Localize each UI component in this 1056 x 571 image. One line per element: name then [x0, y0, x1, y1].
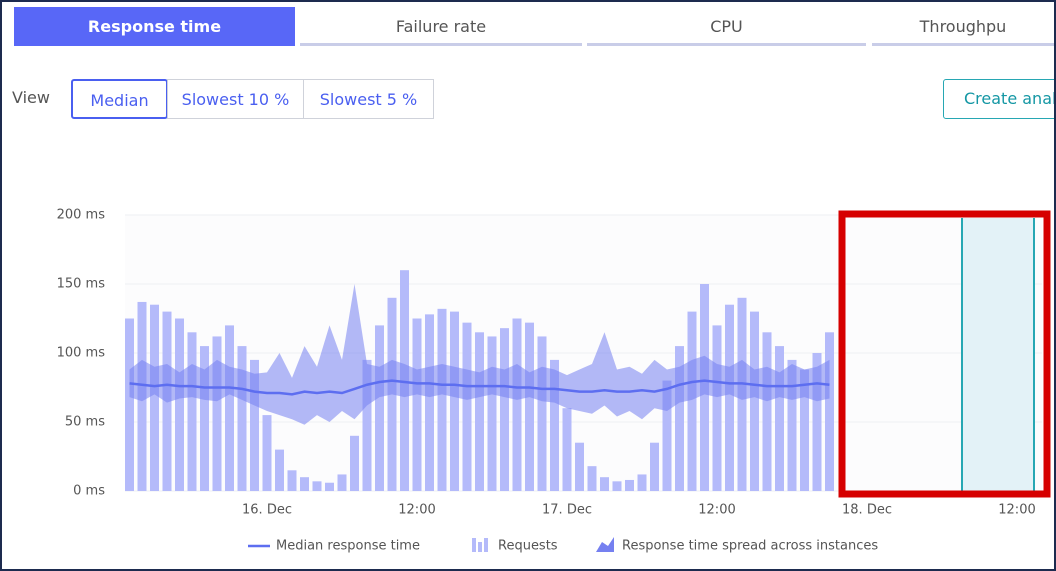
legend-label: Requests: [498, 539, 558, 554]
request-bar: [425, 314, 434, 491]
spread-area: [129, 284, 830, 425]
x-tick-label: 16. Dec: [242, 503, 292, 518]
request-bar: [787, 359, 797, 491]
request-bar: [500, 328, 509, 491]
x-tick-label: 12:00: [698, 503, 735, 518]
request-bar: [200, 346, 209, 491]
y-tick-label: 100 ms: [57, 346, 106, 361]
request-bar: [775, 346, 784, 491]
legend-swatch: [596, 537, 614, 552]
request-bar: [175, 318, 184, 491]
x-tick-label: 17. Dec: [542, 503, 592, 518]
request-bar: [687, 311, 697, 491]
x-tick-label: 12:00: [398, 503, 435, 518]
request-bar: [612, 481, 622, 491]
request-bar: [312, 481, 322, 491]
request-bar: [250, 359, 259, 491]
legend-label: Median response time: [276, 539, 420, 554]
request-bar: [225, 325, 234, 491]
request-bar: [525, 322, 534, 491]
request-bar: [625, 479, 634, 491]
request-bar: [800, 369, 809, 491]
y-tick-label: 150 ms: [57, 277, 106, 292]
request-bar: [512, 318, 522, 491]
tab[interactable]: Throughpu: [872, 7, 1054, 46]
request-bar: [150, 304, 159, 491]
request-bar: [712, 325, 722, 491]
request-bar: [337, 474, 347, 491]
median-line: [129, 379, 830, 396]
request-bar: [287, 470, 297, 491]
request-bar: [487, 336, 497, 491]
request-bar: [462, 322, 472, 491]
request-bar: [350, 435, 359, 491]
request-bar: [650, 442, 659, 491]
request-bar: [637, 474, 647, 491]
request-bar: [437, 308, 447, 491]
tab[interactable]: Response time: [14, 7, 295, 46]
create-button[interactable]: Create anal: [943, 79, 1054, 119]
request-bar: [575, 442, 584, 491]
tab[interactable]: Failure rate: [300, 7, 582, 46]
request-bar: [537, 336, 547, 491]
request-bar: [362, 359, 372, 491]
selection-region: [962, 218, 1034, 491]
y-tick-label: 0 ms: [73, 484, 105, 499]
tab[interactable]: CPU: [587, 7, 866, 46]
request-bar: [475, 332, 484, 491]
request-bar: [262, 415, 272, 491]
request-bar: [187, 332, 197, 491]
request-bar: [587, 466, 597, 491]
request-bar: [675, 346, 684, 491]
request-bar: [550, 359, 559, 491]
request-bar: [600, 477, 609, 491]
request-bar: [237, 346, 247, 491]
view-option[interactable]: Slowest 5 %: [303, 79, 434, 119]
y-tick-label: 200 ms: [57, 208, 106, 223]
request-bar: [750, 311, 759, 491]
request-bar: [412, 318, 422, 491]
request-bar: [300, 477, 309, 491]
x-tick-label: 12:00: [998, 503, 1035, 518]
request-bar: [812, 353, 822, 491]
request-bar: [375, 325, 384, 491]
request-bar: [662, 380, 672, 491]
request-bar: [325, 482, 334, 491]
x-tick-label: 18. Dec: [842, 503, 892, 518]
request-bar: [450, 311, 459, 491]
y-tick-label: 50 ms: [65, 415, 105, 430]
request-bar: [125, 318, 134, 491]
view-label: View: [12, 88, 50, 107]
request-bar: [562, 408, 572, 491]
request-bar: [212, 336, 222, 491]
request-bar: [825, 332, 834, 491]
request-bar: [275, 449, 284, 491]
legend-label: Response time spread across instances: [622, 539, 878, 554]
legend-swatch: [478, 542, 482, 552]
request-bar: [725, 304, 734, 491]
request-bar: [762, 332, 772, 491]
legend-swatch: [472, 538, 476, 552]
legend-swatch: [484, 538, 488, 552]
